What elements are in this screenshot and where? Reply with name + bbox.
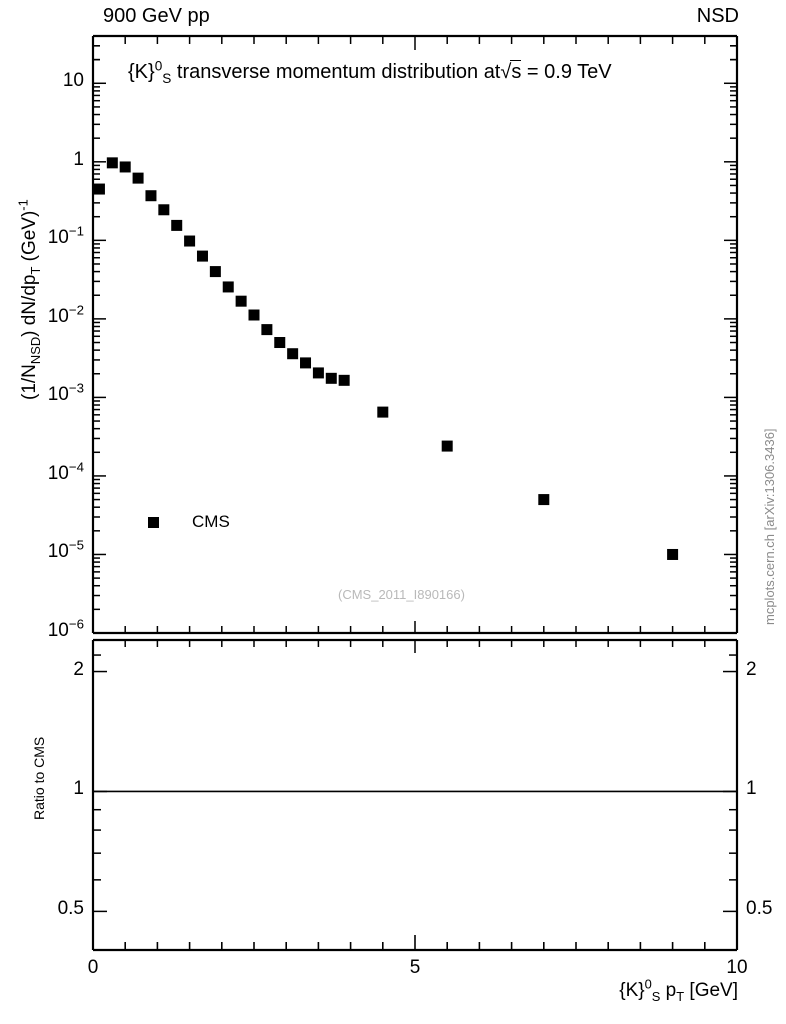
x-title-sublabel: S <box>651 988 661 1004</box>
ratio-tick-label-left: 0.5 <box>57 898 84 920</box>
ratio-panel-frame <box>91 638 739 952</box>
x-title-charge: 0 <box>644 976 652 992</box>
data-point-marker <box>441 440 453 452</box>
x-axis-tick-label: 0 <box>87 957 99 978</box>
title-particle-sublabel: S <box>162 71 172 86</box>
ratio-y-axis-title: Ratio to CMS <box>31 736 47 820</box>
data-point-marker <box>93 183 105 195</box>
data-point-marker <box>132 172 144 184</box>
x-axis-tick-label: 5 <box>409 957 421 978</box>
legend-swatch-cms <box>148 517 159 528</box>
ratio-panel-ticks <box>92 639 738 951</box>
data-point-marker <box>274 337 286 349</box>
data-point-marker <box>261 324 273 336</box>
x-axis-title: {K}0S pT [GeV] <box>619 978 738 1003</box>
y-title-sub-nsd: NSD <box>27 336 43 365</box>
ratio-tick-label-right: 0.5 <box>746 898 773 920</box>
data-point-marker <box>106 157 118 169</box>
y-axis-tick-label: 10−5 <box>47 538 84 563</box>
header-right-label: NSD <box>696 5 739 27</box>
y-axis-tick-label: 10−4 <box>47 459 84 484</box>
title-particle-brace: {K} <box>128 61 155 83</box>
sqrt-icon: √ <box>500 61 511 83</box>
ratio-tick-label-right: 2 <box>746 658 757 680</box>
data-point-marker <box>248 309 260 321</box>
data-series-cms <box>93 157 679 560</box>
data-point-marker <box>145 190 157 202</box>
x-title-p: p <box>660 980 677 1001</box>
data-point-marker <box>325 372 337 384</box>
data-point-marker <box>538 494 550 506</box>
legend-entry-label: CMS <box>192 512 230 531</box>
ratio-tick-label-left: 2 <box>73 658 84 680</box>
data-point-marker <box>287 348 299 360</box>
y-title-lead: (1/N <box>19 364 40 400</box>
data-point-marker <box>158 204 170 216</box>
title-energy-value: = 0.9 TeV <box>521 61 612 83</box>
legend-marker-cms <box>148 517 159 528</box>
y-axis-tick-label: 10−6 <box>47 616 84 641</box>
y-axis-tick-label: 10−3 <box>47 381 84 406</box>
title-sqrt-arg: s <box>510 60 522 83</box>
data-point-marker <box>667 548 679 560</box>
y-axis-tick-label: 10−1 <box>47 224 84 249</box>
mcplots-watermark: mcplots.cern.ch [arXiv:1306.3436] <box>762 428 777 625</box>
analysis-id-watermark: (CMS_2011_I890166) <box>338 587 465 602</box>
y-axis-tick-label: 10−2 <box>47 302 84 327</box>
x-axis-tick-label: 10 <box>726 957 748 978</box>
y-title-sub-t: T <box>27 266 43 275</box>
y-axis-title: (1/NNSD) dN/dpT (GeV)-1 <box>16 199 43 400</box>
header-left-label: 900 GeV pp <box>103 5 210 27</box>
data-point-marker <box>235 295 247 307</box>
y-title-tail: (GeV) <box>19 210 40 267</box>
y-title-exponent: -1 <box>15 199 31 211</box>
y-axis-tick-label: 1 <box>73 148 84 170</box>
data-point-marker <box>222 281 234 293</box>
data-point-marker <box>312 367 324 379</box>
main-plot-title: {K}0S transverse momentum distribution a… <box>128 59 612 85</box>
x-title-sub-t: T <box>676 988 685 1004</box>
data-point-marker <box>171 219 183 231</box>
x-title-brace: {K} <box>619 980 645 1001</box>
main-panel-ticks <box>92 35 738 634</box>
title-text: transverse momentum distribution at <box>171 61 501 83</box>
data-point-marker <box>338 374 350 386</box>
y-title-mid: ) dN/dp <box>19 274 40 337</box>
title-particle-charge: 0 <box>154 58 163 74</box>
x-title-unit: [GeV] <box>684 980 738 1001</box>
ratio-tick-label-right: 1 <box>746 778 757 800</box>
data-point-marker <box>377 406 389 418</box>
data-point-marker <box>196 250 208 262</box>
data-point-marker <box>119 161 131 173</box>
data-point-marker <box>184 235 196 247</box>
data-point-marker <box>300 357 312 369</box>
main-panel-frame <box>91 34 739 635</box>
ratio-tick-label-left: 1 <box>73 778 84 800</box>
y-axis-tick-label: 10 <box>62 70 84 92</box>
data-point-marker <box>209 266 221 278</box>
